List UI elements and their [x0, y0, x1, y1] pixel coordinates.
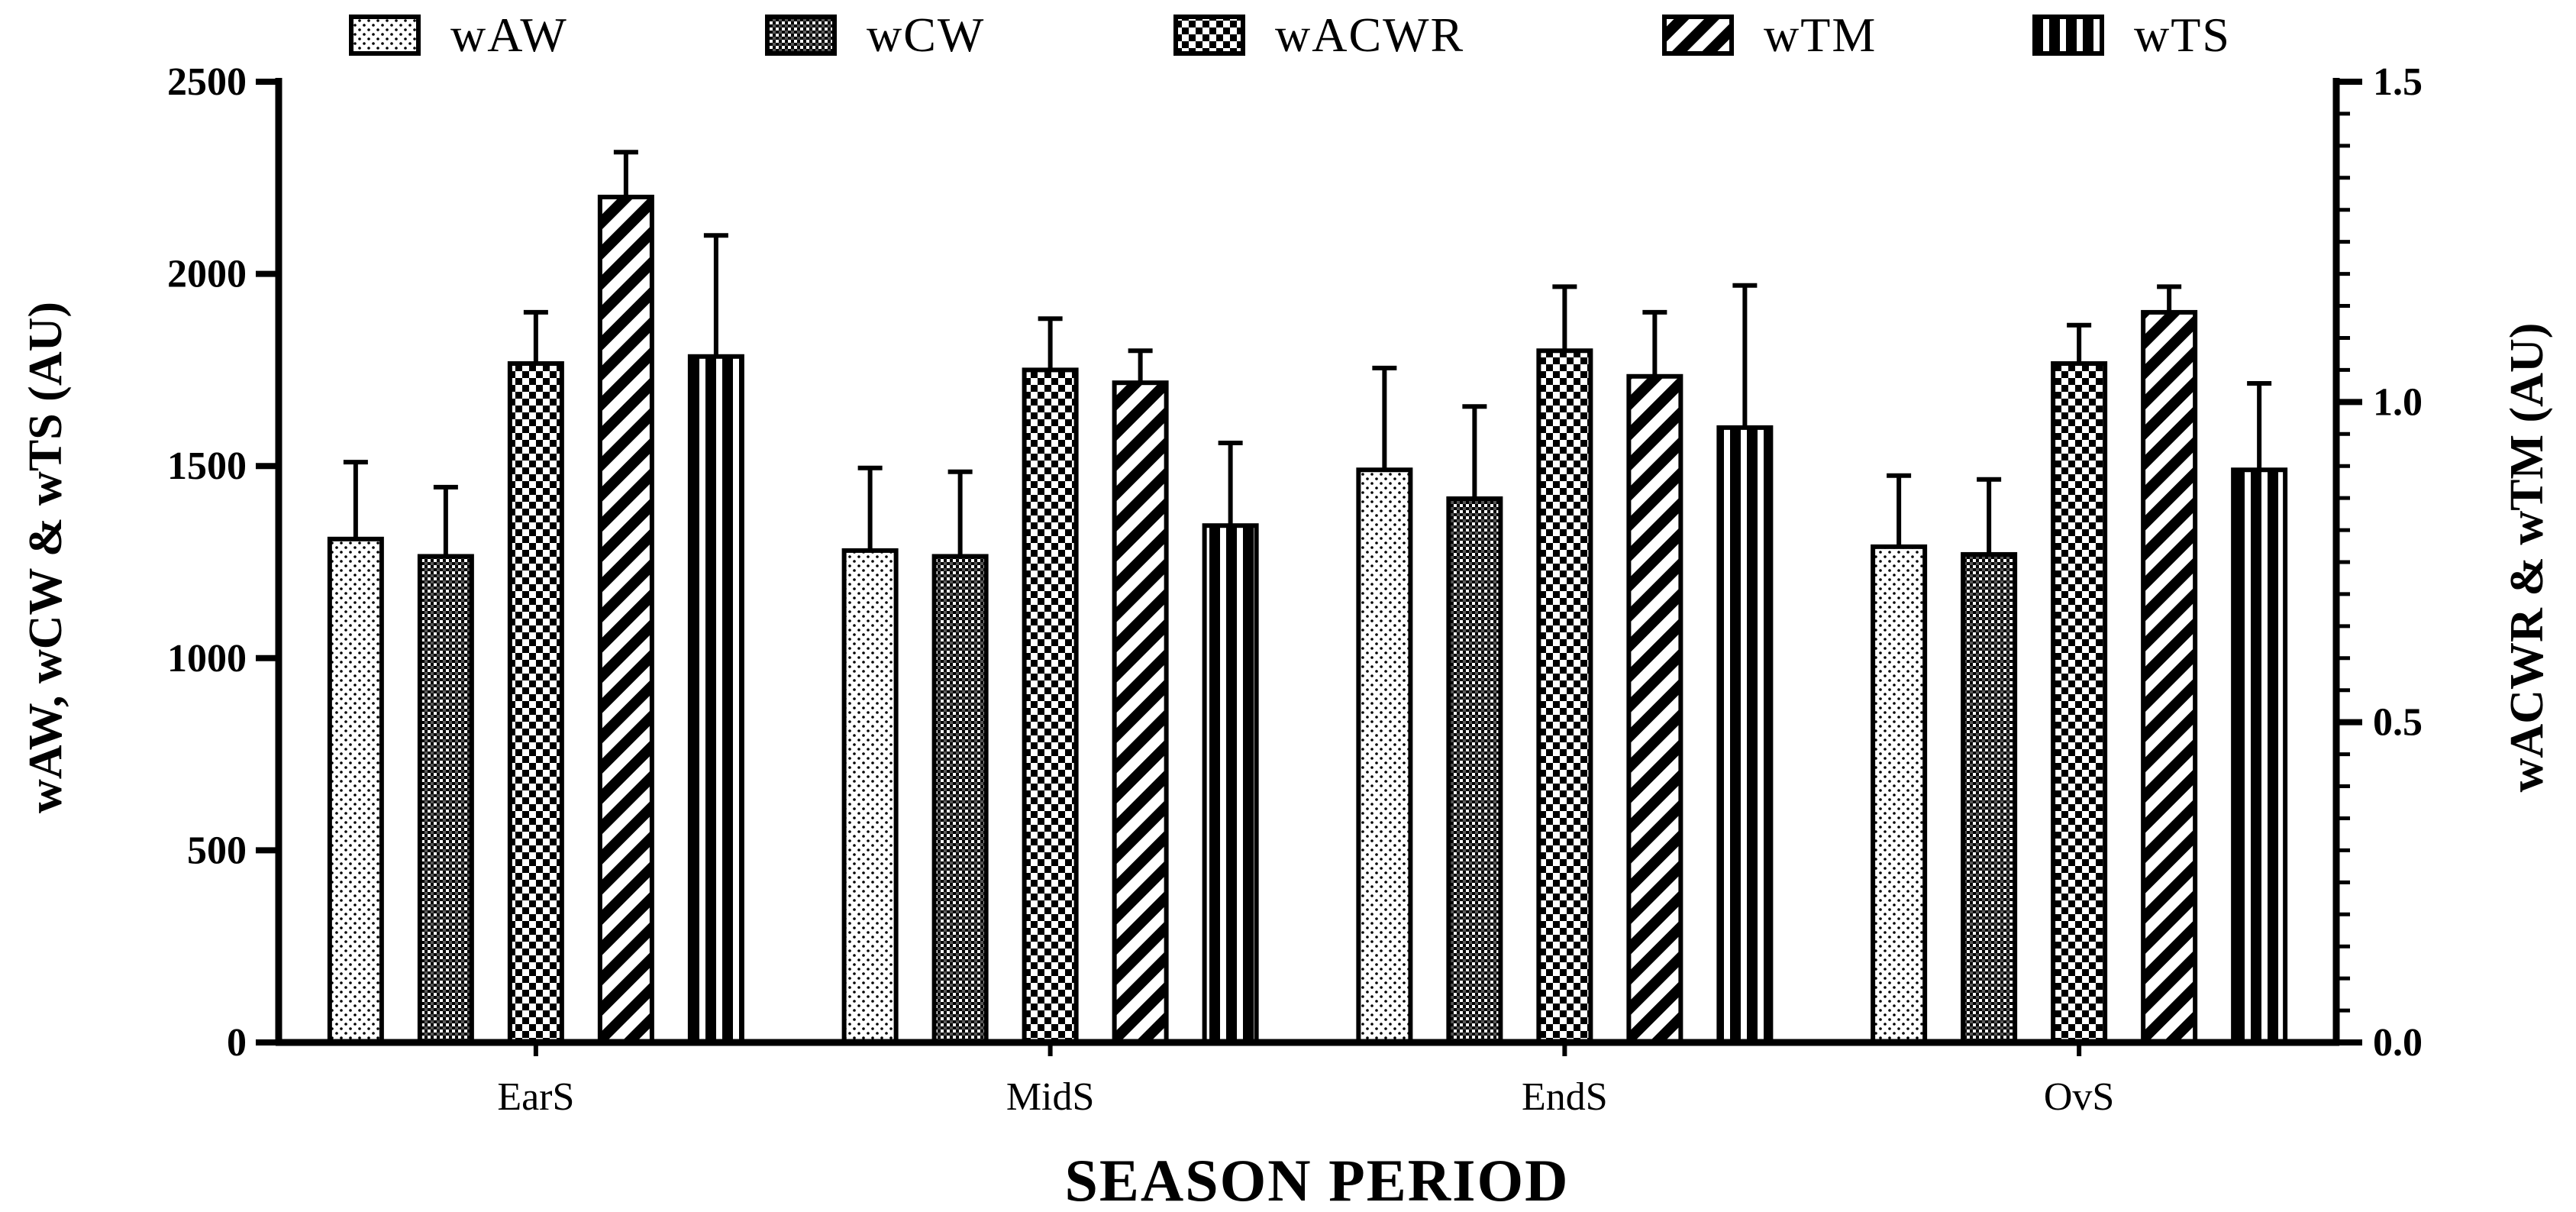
legend-swatch-wacwr — [1173, 15, 1245, 56]
x-tick-label-ears: EarS — [497, 1075, 574, 1119]
legend-label-wacwr: wACWR — [1275, 8, 1464, 62]
y-tick-label-left: 2000 — [167, 253, 247, 296]
x-tick-label-ends: EndS — [1522, 1075, 1608, 1119]
bar-waw-ears — [327, 536, 384, 1045]
bar-wacwr-ovs — [2051, 361, 2108, 1046]
bar-wts-ovs — [2231, 467, 2288, 1045]
y-tick-label-left: 500 — [187, 829, 247, 872]
bar-wacwr-ears — [507, 361, 564, 1046]
bar-wts-ears — [687, 354, 744, 1045]
bar-wtm-mids — [1112, 380, 1169, 1045]
bar-waw-mids — [841, 548, 899, 1045]
y-tick-label-left: 1500 — [167, 444, 247, 488]
y-tick-label-left: 0 — [227, 1021, 247, 1065]
y-tick-label-right: 1.0 — [2373, 380, 2423, 424]
bar-wcw-ovs — [1961, 551, 2018, 1045]
legend-label-waw: wAW — [450, 8, 568, 62]
bar-wtm-ears — [597, 194, 654, 1046]
legend-swatch-wts — [2032, 15, 2104, 56]
x-axis-title: SEASON PERIOD — [1065, 1147, 1570, 1212]
bar-wcw-ears — [417, 554, 474, 1045]
bar-wts-ends — [1716, 425, 1774, 1045]
y-tick-label-right: 1.5 — [2373, 60, 2423, 104]
bar-wtm-ovs — [2141, 309, 2198, 1046]
y-axis-title-right: wACWR & wTM (AU) — [2501, 323, 2553, 793]
bar-wacwr-ends — [1536, 348, 1593, 1045]
legend-swatch-wcw — [765, 15, 837, 56]
legend: wAW wCW wACWR wTM wTS — [349, 8, 2231, 62]
axes: EarS MidS EndS OvS 0 500 1000 1500 2000 2500 0.0 0.… — [167, 60, 2423, 1119]
x-tick-label-mids: MidS — [1006, 1075, 1095, 1119]
legend-swatch-waw — [349, 15, 421, 56]
legend-swatch-wtm — [1662, 15, 1734, 56]
bar-wtm-ends — [1626, 373, 1683, 1045]
y-tick-label-right: 0.5 — [2373, 701, 2423, 745]
bars — [327, 150, 2288, 1046]
legend-label-wcw: wCW — [867, 8, 985, 62]
x-tick-label-ovs: OvS — [2044, 1075, 2114, 1119]
y-axis-title-left: wAW, wCW & wTS (AU) — [20, 302, 72, 813]
legend-label-wtm: wTM — [1764, 8, 1877, 62]
bar-wcw-ends — [1446, 496, 1503, 1045]
y-tick-label-right: 0.0 — [2373, 1021, 2423, 1065]
bar-waw-ends — [1356, 467, 1413, 1045]
bar-wts-mids — [1202, 523, 1259, 1045]
legend-label-wts: wTS — [2134, 8, 2231, 62]
y-tick-label-left: 1000 — [167, 637, 247, 680]
y-tick-label-left: 2500 — [167, 60, 247, 104]
bar-waw-ovs — [1871, 544, 1928, 1045]
bar-wcw-mids — [931, 554, 989, 1045]
bar-wacwr-mids — [1022, 367, 1079, 1045]
